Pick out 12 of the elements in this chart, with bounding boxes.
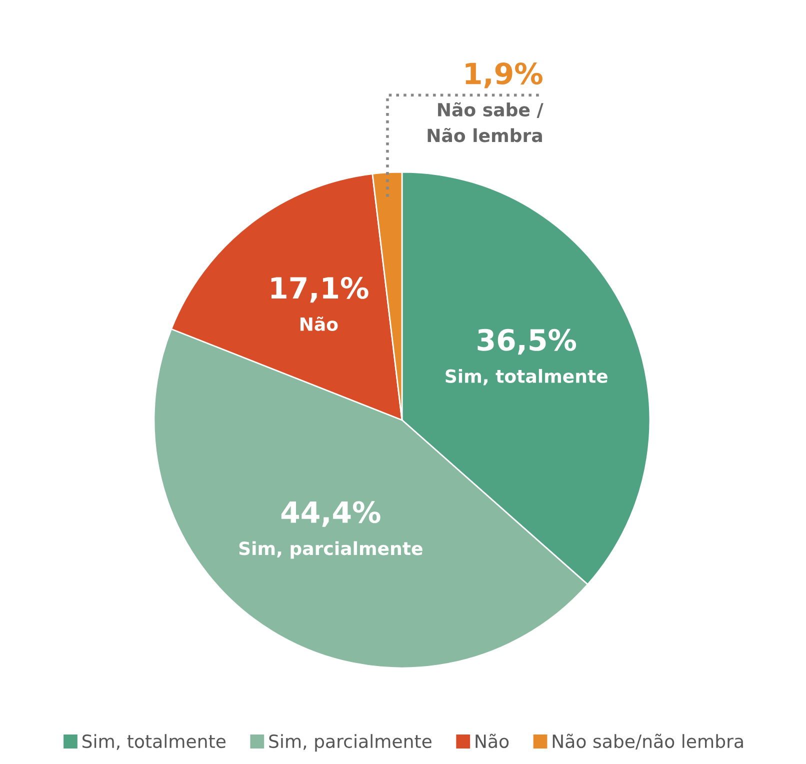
data-label: 17,1% bbox=[271, 276, 368, 303]
legend-label: Não sabe/não lembra bbox=[552, 734, 743, 750]
text: Não sabe / Não lembra bbox=[428, 102, 544, 142]
data-label: 36,5% bbox=[478, 328, 576, 355]
text: Sim, totalmente bbox=[446, 368, 608, 386]
legend-label: Não bbox=[476, 734, 509, 748]
text: Não bbox=[300, 316, 338, 331]
text: Sim, parcialmente bbox=[239, 541, 422, 559]
data-label: 44,4% bbox=[281, 501, 380, 527]
legend-label: Sim, totalmente bbox=[82, 734, 226, 750]
legend-label: Sim, parcialmente bbox=[269, 734, 432, 752]
data-label: 1,9% bbox=[466, 62, 542, 88]
